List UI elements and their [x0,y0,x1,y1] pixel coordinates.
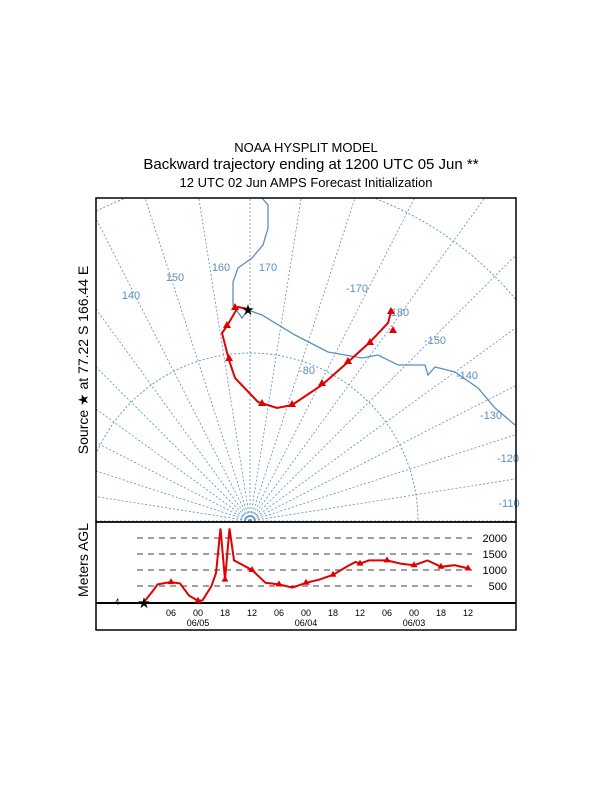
meridian-label: -110 [498,498,519,510]
height-marker [302,578,310,585]
x-tick-label: 12 [355,608,365,618]
height-marker [167,578,175,585]
x-tick-label: 18 [436,608,446,618]
triangle-marker [387,307,395,314]
left-tick-label: 4 [114,597,119,607]
height-marker [194,596,202,603]
triangle-marker [389,326,397,333]
x-tick-label: 06 [166,608,176,618]
latitude-label: -80 [299,365,315,377]
meridian-line [96,496,251,522]
x-tick-label: 18 [328,608,338,618]
x-tick-label: 00 [301,608,311,618]
meridian-line [96,442,251,522]
title-line3: 12 UTC 02 Jun AMPS Forecast Initializati… [180,175,433,190]
x-tick-label: 12 [247,608,257,618]
height-marker [329,570,337,577]
meridian-line [249,434,516,522]
height-marker [464,564,472,571]
triangle-marker [223,321,231,328]
meridian-line [144,198,251,522]
latitude-circle [96,352,419,522]
triangle-marker [344,357,352,364]
height-panel: 500 1000 1500 2000 06 00 18 12 06 00 18 12 06 00 18 12… [95,521,517,631]
meridian-line [96,366,251,522]
y-tick-label: 1000 [483,565,507,577]
trajectory-markers [223,303,397,407]
triangle-marker [225,354,233,361]
meridian-line [249,254,516,522]
meridian-line [249,198,356,522]
y-axis-label: Meters AGL [75,523,91,597]
x-tick-label: 00 [409,608,419,618]
meridian-label: -120 [497,453,519,465]
triangle-marker [231,303,239,310]
x-tick-label: 18 [220,608,230,618]
map-grid [96,198,516,522]
height-series-line [143,528,469,603]
x-tick-label: 06 [382,608,392,618]
meridian-line [96,408,251,522]
meridian-line [96,470,251,522]
triangle-marker [288,400,296,407]
triangle-marker [318,379,326,386]
meridian-line [96,308,251,522]
date-label: 06/04 [295,618,318,628]
source-label: Source ★ at 77.22 S 166.44 E [75,266,91,454]
title-line1: NOAA HYSPLIT MODEL [234,140,378,155]
meridian-label: 170 [259,262,277,274]
meridian-label: -150 [424,335,446,347]
height-marker [356,559,364,566]
meridian-line [249,327,516,522]
meridian-label: 180 [391,307,409,319]
meridian-line [96,218,251,522]
y-tick-label: 1500 [483,549,507,561]
height-marker [437,562,445,569]
meridian-line [249,198,485,522]
x-tick-label: 06 [274,608,284,618]
meridian-line [198,198,251,522]
height-marker [275,580,283,587]
x-tick-label: 00 [193,608,203,618]
date-label: 06/05 [187,618,210,628]
meridian-label: -130 [480,410,502,422]
height-marker [221,575,229,582]
x-tick-label: 12 [463,608,473,618]
height-marker [383,556,391,563]
height-marker [248,566,256,572]
triangle-marker [366,338,374,345]
map-frame [95,197,517,523]
meridian-label: 160 [212,262,230,274]
meridian-label: -170 [346,283,368,295]
triangle-marker [258,399,266,406]
height-marker [410,561,418,568]
date-label: 06/03 [403,618,426,628]
coastline [232,198,516,426]
meridian-line [249,385,516,522]
meridian-label: 150 [166,272,184,284]
meridian-line [249,478,516,522]
map-panel: 140 150 160 170 -170 180 -150 -140 -130 … [95,197,520,523]
meridian-line [249,198,415,522]
y-tick-label: 2000 [483,533,507,545]
y-tick-label: 500 [489,581,507,593]
meridian-line [249,198,302,522]
meridian-label: -140 [456,370,478,382]
title-line2: Backward trajectory ending at 1200 UTC 0… [143,156,478,173]
start-star-icon: ★ [137,595,150,612]
meridian-label: 140 [122,290,140,302]
source-star-icon: ★ [241,302,254,319]
